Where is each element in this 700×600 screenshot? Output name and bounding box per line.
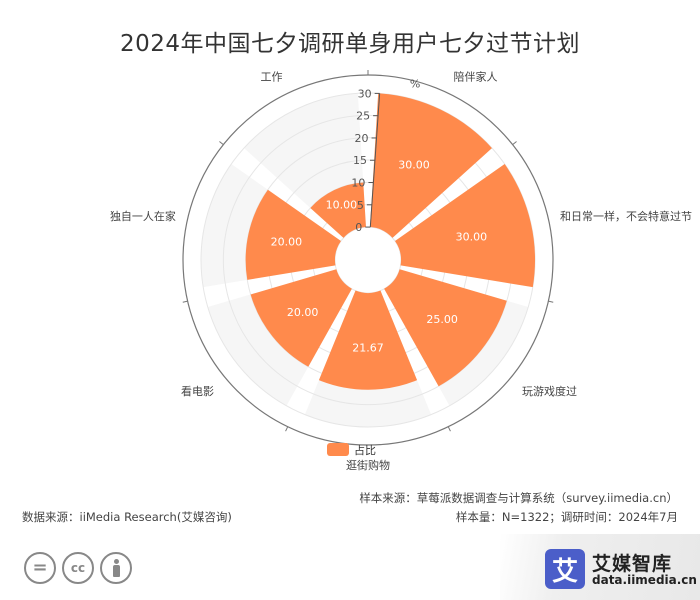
radial-tick-label: 5 bbox=[357, 199, 364, 212]
radial-tick-label: 10 bbox=[351, 177, 365, 190]
data-label: 20.00 bbox=[287, 306, 319, 319]
person-icon bbox=[100, 552, 132, 584]
outer-tick bbox=[548, 300, 554, 303]
bar-1 bbox=[395, 164, 536, 288]
bar-2 bbox=[384, 269, 507, 387]
cc-icon: cc bbox=[62, 552, 94, 584]
outer-tick bbox=[285, 426, 289, 432]
radial-unit-label: % bbox=[410, 78, 420, 91]
category-label: 玩游戏度过 bbox=[522, 384, 577, 398]
category-label: 工作 bbox=[261, 71, 283, 84]
radial-tick-label: 25 bbox=[356, 110, 370, 123]
data-label: 10.00 bbox=[326, 199, 358, 212]
data-label: 30.00 bbox=[398, 158, 430, 171]
data-label: 20.00 bbox=[271, 235, 303, 248]
radial-tick-label: 30 bbox=[358, 87, 372, 100]
legend-label: 占比 bbox=[354, 443, 376, 457]
sample-source: 样本来源：草莓派数据调查与计算系统（survey.iimedia.cn） bbox=[359, 491, 678, 505]
data-labels: 30.00 30.00 25.00 21.67 20.00 20.00 10.00 bbox=[271, 158, 487, 354]
category-label: 独自一人在家 bbox=[110, 209, 176, 223]
data-label: 25.00 bbox=[426, 313, 458, 326]
radial-tick-label: 15 bbox=[353, 154, 367, 167]
legend-swatch bbox=[327, 443, 349, 456]
brand-band bbox=[500, 534, 700, 600]
bar-series bbox=[245, 93, 536, 390]
bar-0 bbox=[370, 93, 492, 238]
category-label: 和日常一样，不会特意过节 bbox=[560, 209, 692, 223]
equals-icon: = bbox=[24, 552, 56, 584]
outer-tick bbox=[447, 426, 451, 432]
chart-title: 2024年中国七夕调研单身用户七夕过节计划 bbox=[119, 31, 581, 57]
brand-url: data.iimedia.cn bbox=[592, 573, 697, 587]
bar-5 bbox=[245, 189, 341, 280]
category-label: 陪伴家人 bbox=[453, 70, 497, 84]
bar-4 bbox=[250, 269, 352, 367]
bar-3 bbox=[318, 290, 418, 390]
data-source: 数据来源：iiMedia Research(艾媒咨询) bbox=[22, 510, 232, 524]
license-icons: = cc bbox=[24, 552, 132, 584]
radial-tick-label: 20 bbox=[355, 132, 369, 145]
radial-tick-label: 0 bbox=[355, 221, 362, 234]
data-label: 30.00 bbox=[456, 230, 488, 243]
category-label: 看电影 bbox=[181, 384, 214, 398]
data-label: 21.67 bbox=[352, 341, 384, 354]
sample-info: 样本量：N=1322；调研时间：2024年7月 bbox=[455, 510, 678, 524]
grid-circle bbox=[334, 226, 402, 294]
bar-6 bbox=[310, 182, 366, 238]
radial-axis: 0 5 10 15 20 25 30% bbox=[351, 78, 420, 234]
legend: 占比 bbox=[327, 443, 376, 457]
outer-tick bbox=[219, 141, 224, 146]
outer-tick bbox=[182, 300, 188, 303]
brand-logo-icon: 艾 bbox=[545, 549, 585, 589]
outer-tick bbox=[512, 141, 517, 146]
category-label: 逛街购物 bbox=[346, 458, 390, 472]
brand-name: 艾媒智库 bbox=[592, 553, 673, 575]
